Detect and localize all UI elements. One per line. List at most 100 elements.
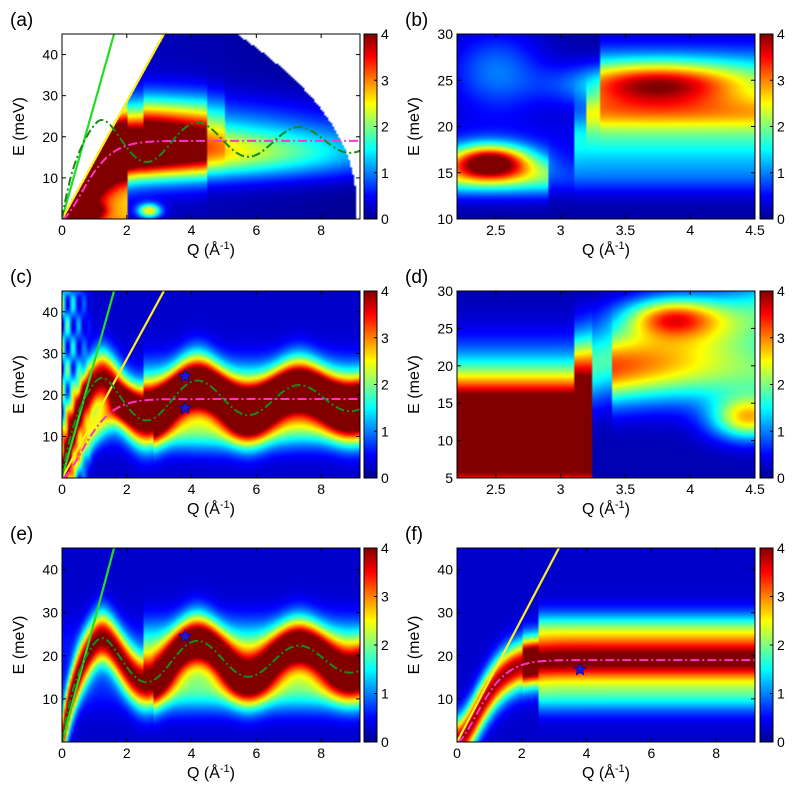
x-tick-label: 3 <box>557 481 565 497</box>
y-tick-label: 20 <box>42 648 58 664</box>
colorbar-tick-label: 0 <box>777 734 785 750</box>
y-tick-label: 40 <box>437 562 453 578</box>
colorbar-tick-label: 2 <box>777 637 785 653</box>
y-tick-label: 15 <box>437 165 453 181</box>
x-tick-label: 8 <box>712 745 720 761</box>
y-tick-label: 30 <box>437 605 453 621</box>
curve-oscillating-c <box>62 376 360 478</box>
panel-c: 0 2 4 6 8 10 20 30 40 Q (Å-1) E (meV) (c) 0 1 2 3 4 <box>10 267 389 518</box>
y-tick-label: 15 <box>437 395 453 411</box>
y-tick-label: 20 <box>437 358 453 374</box>
axes-frame <box>61 547 361 743</box>
x-tick-label: 4.5 <box>745 222 765 238</box>
x-axis-label: Q (Å-1) <box>582 499 630 518</box>
colorbar-tick-label: 2 <box>777 119 785 135</box>
y-tick-label: 40 <box>42 562 58 578</box>
colorbar-tick-label: 2 <box>777 377 785 393</box>
curve-linear-e <box>62 548 116 742</box>
x-tick-label: 4 <box>686 222 694 238</box>
y-axis-label: E (meV) <box>11 616 28 675</box>
y-axis-label: E (meV) <box>406 97 423 156</box>
x-tick-label: 8 <box>317 745 325 761</box>
star-marker <box>573 662 588 676</box>
x-tick-label: 2 <box>123 222 131 238</box>
colorbar-tick-label: 1 <box>381 686 389 702</box>
colorbar-tick-label: 4 <box>381 283 389 299</box>
x-tick-label: 4 <box>188 481 196 497</box>
x-axis-label: Q (Å-1) <box>187 763 235 782</box>
panel-label: (d) <box>405 267 428 288</box>
y-tick-label: 30 <box>42 88 58 104</box>
x-tick-label: 4 <box>188 745 196 761</box>
axes-frame <box>61 290 361 479</box>
panel-label: (e) <box>10 524 33 545</box>
colorbar-tick-label: 2 <box>381 637 389 653</box>
heatmap-b <box>457 34 755 219</box>
y-tick-label: 10 <box>42 428 58 444</box>
y-tick-label: 20 <box>42 387 58 403</box>
x-axis-label: Q (Å-1) <box>582 763 630 782</box>
colorbar-tick-label: 0 <box>777 470 785 486</box>
x-tick-label: 3 <box>557 222 565 238</box>
y-axis-label: E (meV) <box>406 616 423 675</box>
colorbar-tick-label: 3 <box>777 589 785 605</box>
curve-linear-f <box>457 548 561 742</box>
y-tick-label: 25 <box>437 320 453 336</box>
x-tick-label: 2 <box>123 481 131 497</box>
x-tick-label: 0 <box>58 481 66 497</box>
colorbar-tick-label: 0 <box>777 211 785 227</box>
colorbar-tick-label: 3 <box>381 72 389 88</box>
x-tick-label: 2.5 <box>486 481 506 497</box>
y-tick-label: 10 <box>42 170 58 186</box>
y-tick-label: 25 <box>437 72 453 88</box>
curve-linear-a <box>62 34 166 219</box>
colorbar-tick-label: 4 <box>777 540 785 556</box>
colorbar-tick-label: 3 <box>777 72 785 88</box>
y-axis-label: E (meV) <box>11 355 28 414</box>
colorbar-tick-label: 1 <box>777 165 785 181</box>
colorbar-tick-label: 3 <box>777 330 785 346</box>
y-tick-label: 20 <box>437 648 453 664</box>
x-tick-label: 0 <box>453 745 461 761</box>
curve-linear-c <box>62 291 166 478</box>
x-tick-label: 6 <box>252 481 260 497</box>
x-tick-label: 2 <box>518 745 526 761</box>
colorbar-tick-label: 1 <box>381 423 389 439</box>
y-tick-label: 10 <box>437 433 453 449</box>
x-tick-label: 0 <box>58 222 66 238</box>
colorbar-tick-label: 3 <box>381 330 389 346</box>
colorbar-tick-label: 1 <box>777 423 785 439</box>
y-tick-label: 40 <box>42 47 58 63</box>
star-marker <box>178 400 193 415</box>
curve-saturating-f <box>457 659 755 742</box>
colorbar-tick-label: 0 <box>381 211 389 227</box>
star-marker <box>178 629 193 643</box>
y-tick-label: 10 <box>42 691 58 707</box>
panel-label: (f) <box>405 524 423 545</box>
x-tick-label: 3.5 <box>616 481 636 497</box>
x-tick-label: 3.5 <box>616 222 636 238</box>
colorbar-tick-label: 4 <box>777 26 785 42</box>
x-tick-label: 8 <box>317 222 325 238</box>
x-tick-label: 6 <box>647 745 655 761</box>
y-tick-label: 10 <box>437 691 453 707</box>
colorbar-tick-label: 0 <box>381 734 389 750</box>
curve-linear-c <box>62 291 116 478</box>
star-marker <box>178 368 193 383</box>
heatmap-d <box>457 291 755 478</box>
x-tick-label: 4 <box>188 222 196 238</box>
panel-e: 0 2 4 6 8 10 20 30 40 Q (Å-1) E (meV) (e) 0 1 2 3 4 <box>10 524 389 782</box>
x-tick-label: 2 <box>123 745 131 761</box>
colorbar-tick-label: 4 <box>381 26 389 42</box>
colorbar-tick-label: 1 <box>381 165 389 181</box>
panel-b: 2.5 3 3.5 4 4.5 10 15 20 25 30 Q (Å-1) E (meV) (b) 0 1… <box>405 10 785 259</box>
panel-a: 0 2 4 6 8 10 20 30 40 Q (Å-1) E (meV) (a) 0 1 2 3 4 <box>10 10 389 259</box>
x-tick-label: 6 <box>252 222 260 238</box>
x-axis-label: Q (Å-1) <box>187 499 235 518</box>
x-tick-label: 8 <box>317 481 325 497</box>
panel-label: (b) <box>405 10 428 31</box>
y-tick-label: 30 <box>42 345 58 361</box>
panel-f: 0 2 4 6 8 10 20 30 40 Q (Å-1) E (meV) (f) 0 1 2 3 4 <box>405 524 785 782</box>
